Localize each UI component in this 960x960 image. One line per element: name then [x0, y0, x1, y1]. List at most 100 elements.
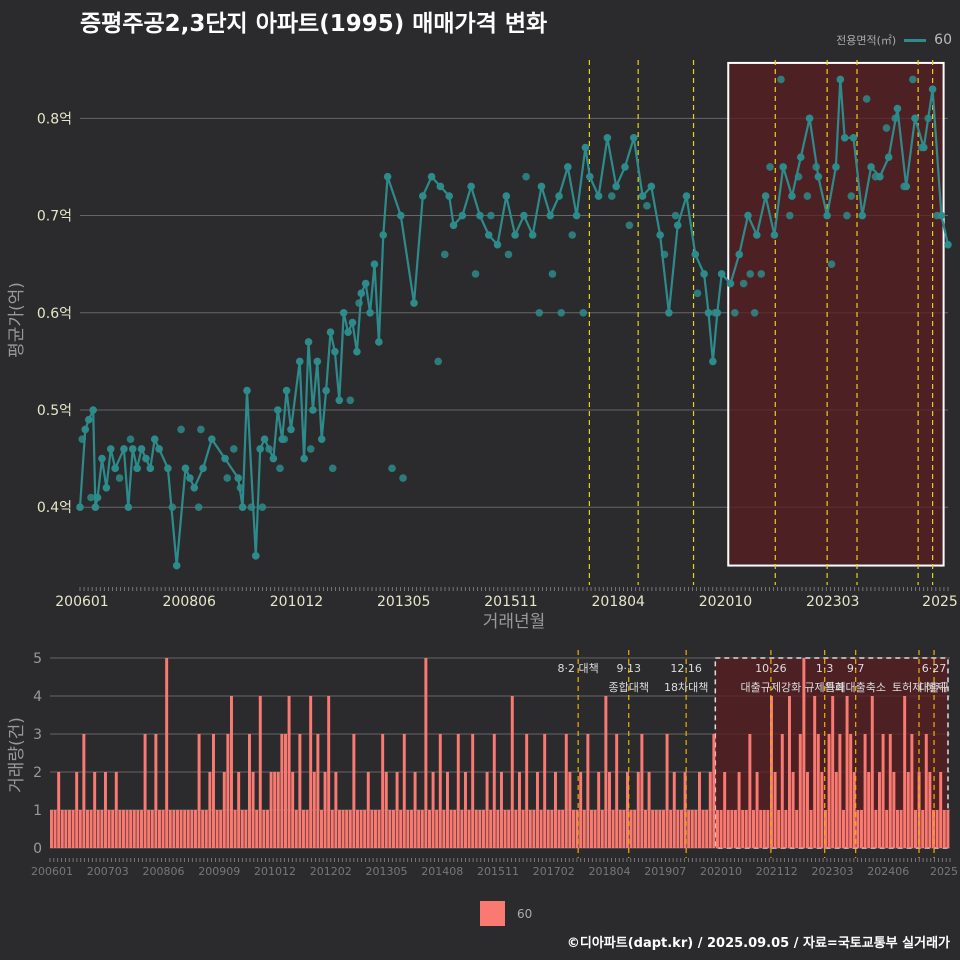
price-point — [273, 406, 282, 414]
bar — [507, 810, 511, 848]
bar — [741, 810, 745, 848]
bar — [413, 772, 417, 848]
bar — [381, 734, 385, 848]
bar — [921, 810, 925, 848]
price-point — [858, 211, 867, 220]
bar — [611, 810, 615, 848]
bar — [878, 772, 881, 848]
price-point — [796, 153, 805, 162]
price-point — [557, 308, 566, 317]
price-point — [785, 211, 794, 220]
bar — [734, 810, 737, 848]
bar — [356, 810, 359, 848]
bar — [262, 810, 266, 848]
bar — [860, 810, 863, 848]
bar — [122, 810, 125, 848]
price-point — [76, 503, 84, 512]
bar-x-tick-label: 201804 — [589, 865, 631, 878]
price-point — [711, 308, 719, 317]
price-point — [504, 250, 513, 259]
bar — [82, 734, 86, 848]
price-point — [234, 474, 243, 482]
price-point — [555, 192, 563, 200]
bar — [942, 810, 946, 848]
bar — [352, 734, 356, 848]
bar — [737, 772, 741, 848]
bar — [467, 810, 471, 848]
price-point — [102, 483, 111, 492]
bar — [402, 734, 406, 848]
bar-y-tick-label: 4 — [33, 689, 42, 705]
price-point — [788, 192, 796, 200]
price-point — [750, 308, 759, 317]
price-point — [186, 474, 194, 482]
price-point — [434, 357, 442, 366]
bar — [514, 810, 518, 848]
bar — [680, 810, 683, 848]
bar — [222, 772, 226, 848]
price-point — [238, 503, 247, 512]
price-point — [656, 231, 664, 239]
bar — [366, 772, 370, 848]
bar — [568, 772, 572, 848]
price-point — [871, 172, 880, 181]
price-point — [120, 445, 128, 453]
bar — [762, 810, 766, 848]
bar — [384, 772, 388, 848]
x-tick-label: 202303 — [806, 594, 859, 610]
bar — [417, 810, 421, 848]
price-point — [355, 299, 363, 307]
bar — [64, 810, 68, 848]
bar-y-axis-title: 거래량(건) — [7, 717, 27, 793]
bar — [906, 772, 910, 848]
bar — [323, 772, 327, 848]
price-point — [410, 299, 418, 307]
bar — [525, 734, 529, 848]
price-point — [287, 425, 295, 434]
bar — [690, 810, 694, 848]
bar — [96, 810, 100, 848]
bar-x-tick-label: 200703 — [87, 865, 129, 878]
price-point — [840, 133, 849, 142]
bar — [766, 810, 770, 848]
bar-x-tick-label: 202406 — [867, 865, 909, 878]
bar — [125, 810, 129, 848]
price-point — [761, 192, 770, 200]
price-point — [194, 503, 203, 512]
bar — [665, 734, 669, 848]
bar-x-tick-label: 200806 — [143, 865, 185, 878]
price-point — [660, 250, 669, 259]
bar — [863, 734, 867, 848]
bar — [748, 734, 752, 848]
bar — [640, 734, 644, 848]
price-point — [607, 192, 616, 200]
price-point — [704, 308, 713, 317]
bar — [399, 810, 403, 848]
price-point — [612, 182, 620, 191]
bar — [248, 734, 251, 848]
bar — [532, 810, 536, 848]
policy-name-label: 대출규 — [919, 681, 949, 694]
bar — [932, 810, 935, 848]
price-point — [777, 75, 785, 84]
bar — [93, 772, 97, 848]
bar — [924, 734, 928, 848]
bar — [71, 810, 75, 848]
price-point — [739, 279, 748, 288]
bar — [561, 810, 565, 848]
price-point — [546, 211, 555, 220]
bar — [186, 810, 190, 848]
bar — [636, 772, 640, 848]
bar — [273, 772, 277, 848]
price-point — [665, 308, 673, 317]
bar — [856, 810, 860, 848]
bar — [165, 658, 169, 848]
price-point — [700, 270, 708, 278]
bar — [503, 810, 507, 848]
bar — [626, 772, 629, 848]
price-point — [849, 133, 858, 142]
bar — [885, 810, 889, 848]
bar — [669, 810, 673, 848]
bar-x-tick-label: 201702 — [533, 865, 575, 878]
